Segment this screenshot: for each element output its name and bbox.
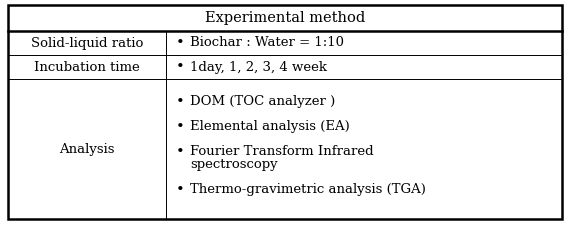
Text: Experimental method: Experimental method (205, 11, 365, 25)
Text: DOM (TOC analyzer ): DOM (TOC analyzer ) (190, 95, 335, 108)
Text: Fourier Transform Infrared: Fourier Transform Infrared (190, 145, 373, 158)
Text: •: • (176, 183, 185, 197)
Text: spectroscopy: spectroscopy (190, 158, 278, 171)
Text: •: • (176, 95, 185, 109)
Text: Analysis: Analysis (59, 142, 115, 156)
Text: Biochar : Water = 1:10: Biochar : Water = 1:10 (190, 36, 344, 50)
Text: •: • (176, 145, 185, 159)
Text: •: • (176, 36, 185, 50)
Text: Elemental analysis (EA): Elemental analysis (EA) (190, 120, 349, 133)
Text: •: • (176, 120, 185, 134)
Text: Incubation time: Incubation time (34, 61, 140, 73)
Text: Solid-liquid ratio: Solid-liquid ratio (31, 36, 143, 50)
Bar (8, 5, 562, 219)
Text: 1day, 1, 2, 3, 4 week: 1day, 1, 2, 3, 4 week (190, 61, 327, 73)
Text: Thermo-gravimetric analysis (TGA): Thermo-gravimetric analysis (TGA) (190, 183, 426, 196)
Text: •: • (176, 60, 185, 74)
